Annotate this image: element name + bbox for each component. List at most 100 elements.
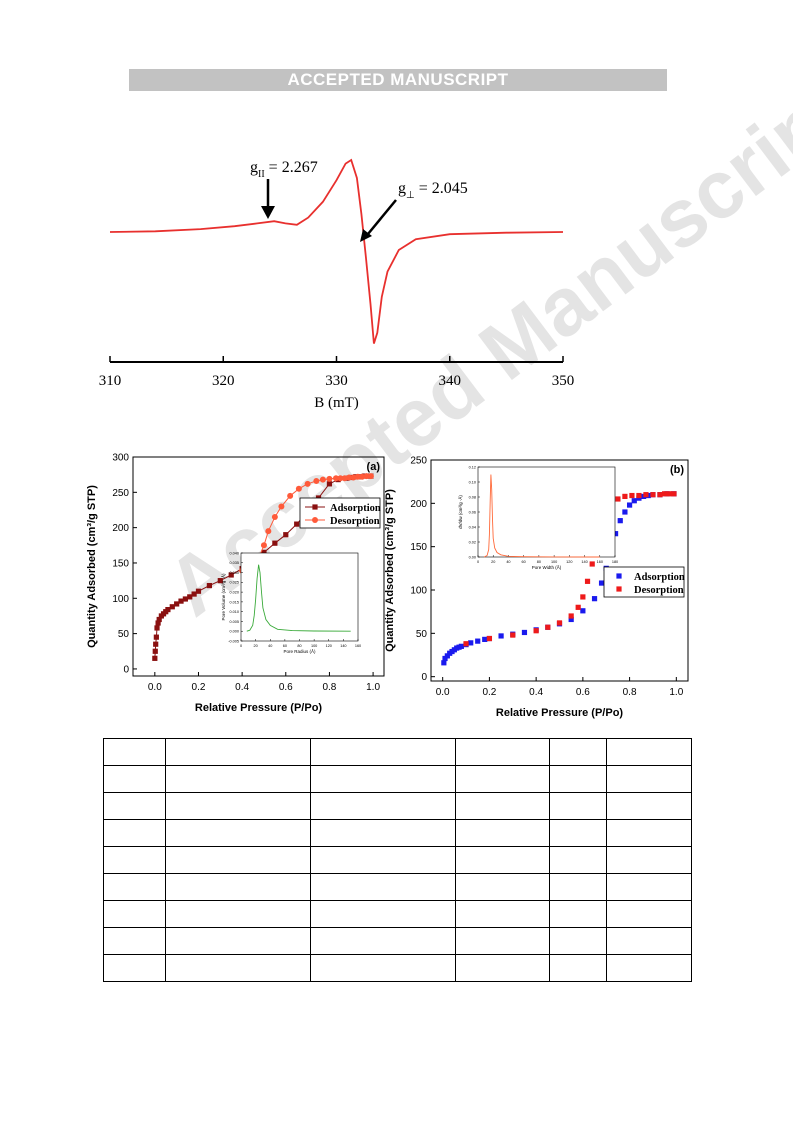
- data-point: [626, 502, 633, 508]
- table-cell: [455, 765, 550, 793]
- data-point: [326, 475, 333, 482]
- y-tick-label: 100: [410, 586, 427, 597]
- x-tick-label: 350: [552, 373, 575, 389]
- inset-x-tick-label: 160: [355, 644, 361, 648]
- data-point: [556, 620, 563, 626]
- data-point: [580, 608, 586, 614]
- legend-label: Desorption: [330, 516, 380, 527]
- y-tick-label: 250: [410, 456, 427, 467]
- y-tick-label: 0: [421, 672, 427, 683]
- data-point: [350, 474, 357, 481]
- data-point: [498, 633, 504, 639]
- inset-y-tick-label: 0.020: [229, 591, 239, 595]
- table-cell: [103, 819, 166, 847]
- data-point: [153, 634, 159, 640]
- inset-x-tick-label: 120: [326, 644, 332, 648]
- inset-x-tick-label: 160: [597, 560, 603, 564]
- inset-x-tick-label: 40: [268, 644, 272, 648]
- inset-y-tick-label: 0.040: [229, 551, 239, 555]
- data-point: [155, 620, 161, 626]
- x-tick-label: 0.6: [576, 687, 590, 698]
- legend-label: Adsorption: [330, 503, 381, 514]
- data-point: [568, 616, 574, 623]
- inset-x-tick-label: 140: [581, 560, 587, 564]
- data-point: [294, 521, 300, 527]
- table-cell: [165, 873, 311, 901]
- inset-y-tick-label: 0.015: [229, 600, 239, 604]
- data-point: [153, 641, 159, 647]
- data-point: [337, 475, 344, 482]
- table-row: [103, 819, 692, 847]
- inset-x-tick-label: 0: [477, 560, 479, 564]
- inset-y-tick-label: 0.005: [229, 620, 239, 624]
- table-cell: [455, 900, 550, 928]
- data-point: [463, 641, 469, 647]
- table-row: [103, 900, 692, 928]
- table-cell: [549, 819, 607, 847]
- accepted-manuscript-banner: ACCEPTED MANUSCRIPT: [129, 69, 667, 91]
- table-cell: [103, 765, 166, 793]
- inset-line: [246, 564, 351, 632]
- arrow-head: [360, 229, 372, 242]
- legend-marker: [312, 517, 318, 523]
- table-cell: [165, 900, 311, 928]
- data-point: [319, 476, 326, 483]
- data-point: [643, 492, 649, 498]
- data-point: [510, 632, 516, 638]
- inset-y-tick-label: 0.02: [469, 540, 476, 544]
- table-row: [103, 873, 692, 901]
- x-tick-label: 0.0: [436, 687, 450, 698]
- data-point: [265, 528, 272, 535]
- data-point: [617, 518, 623, 524]
- inset-x-tick-label: 100: [551, 560, 557, 564]
- table-cell: [310, 738, 456, 766]
- table-cell: [165, 846, 311, 874]
- data-point: [332, 475, 339, 482]
- data-point: [475, 638, 481, 644]
- inset-x-tick-label: 40: [506, 560, 510, 564]
- inset-y-axis-label: dV/dw (cm³/g ·Å): [457, 495, 463, 529]
- data-point: [615, 496, 621, 502]
- table-cell: [606, 927, 692, 955]
- data-point: [152, 655, 158, 661]
- table-cell: [165, 792, 311, 820]
- data-point: [272, 540, 278, 546]
- table-cell: [549, 765, 607, 793]
- inset-x-tick-label: 140: [340, 644, 346, 648]
- table-row: [103, 792, 692, 820]
- data-point: [666, 491, 672, 497]
- x-tick-label: 1.0: [366, 682, 380, 693]
- data-point: [521, 629, 528, 636]
- data-point: [283, 532, 289, 538]
- table-cell: [455, 792, 550, 820]
- table-row: [103, 954, 692, 982]
- table-cell: [606, 738, 692, 766]
- x-tick-label: 0.4: [529, 687, 543, 698]
- inset-y-tick-label: 0.00: [469, 555, 476, 559]
- table-cell: [606, 792, 692, 820]
- inset-y-tick-label: 0.10: [469, 480, 476, 484]
- legend-label: Adsorption: [634, 572, 685, 583]
- table-row: [103, 927, 692, 955]
- inset-y-tick-label: 0.025: [229, 581, 239, 585]
- data-point: [575, 604, 581, 610]
- data-point: [191, 591, 197, 597]
- inset-y-tick-label: 0.035: [229, 561, 239, 565]
- x-tick-label: 310: [99, 373, 122, 389]
- data-point: [178, 598, 184, 604]
- table-row: [103, 765, 692, 793]
- table-cell: [165, 927, 311, 955]
- x-tick-label: 1.0: [669, 687, 683, 698]
- data-point: [341, 475, 348, 482]
- table-cell: [455, 927, 550, 955]
- data-point: [304, 480, 311, 487]
- data-point: [260, 542, 267, 549]
- y-tick-label: 150: [112, 558, 129, 569]
- y-axis-label: Quantity Adsorbed (cm³/g STP): [384, 489, 396, 652]
- data-point: [295, 485, 302, 492]
- table-cell: [455, 819, 550, 847]
- table-cell: [606, 765, 692, 793]
- y-tick-label: 300: [112, 453, 129, 464]
- data-point: [206, 582, 212, 589]
- table-cell: [165, 738, 311, 766]
